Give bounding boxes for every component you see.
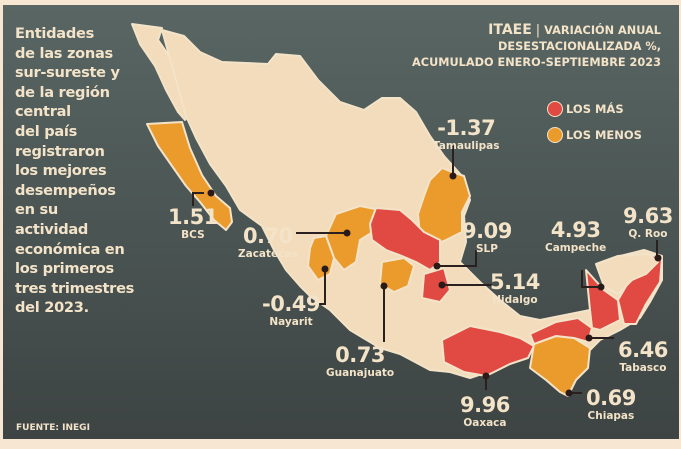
intro-line: desempeños: [15, 181, 116, 199]
legend: LOS MÁS LOS MENOS: [547, 96, 642, 148]
state-value: 1.51: [168, 205, 218, 229]
state-name: Tabasco: [619, 362, 667, 374]
intro-line: económica en: [15, 240, 125, 258]
label-tabasco: 6.46 Tabasco: [618, 340, 668, 374]
state-name: Zacatecas: [238, 248, 298, 260]
label-oaxaca: 9.96 Oaxaca: [460, 395, 510, 429]
intro-line: registraron: [15, 142, 105, 160]
state-name: Campeche: [545, 242, 607, 254]
intro-line: sur-sureste y: [15, 64, 120, 82]
intro-line: Entidades: [15, 25, 94, 42]
state-value: 0.70: [242, 224, 293, 248]
title-line: VARIACIÓN ANUAL: [544, 24, 661, 37]
state-oaxaca: [441, 325, 535, 377]
state-chiapas: [529, 335, 591, 397]
label-guanajuato: 0.73 Guanajuato: [326, 345, 394, 379]
state-value: 9.09: [462, 219, 512, 243]
state-guanajuato: [379, 257, 415, 293]
state-name: SLP: [475, 243, 498, 255]
state-value: 5.14: [490, 270, 540, 294]
title-line: DESESTACIONALIZADA %,: [498, 40, 661, 53]
state-campeche: [585, 269, 621, 331]
state-name: Chiapas: [587, 410, 635, 422]
legend-item-high: LOS MÁS: [547, 96, 642, 122]
source-note: FUENTE: INEGI: [16, 423, 90, 433]
legend-item-low: LOS MENOS: [547, 122, 642, 148]
intro-line: de las zonas: [15, 44, 113, 62]
state-yucatan: [595, 253, 659, 295]
intro-text: Entidades de las zonas sur-sureste y de …: [15, 24, 150, 318]
intro-line: los mejores: [15, 162, 107, 180]
red-dot-icon: [547, 101, 563, 117]
state-value: 4.93: [550, 218, 601, 242]
state-tabasco: [529, 317, 593, 345]
label-slp: 9.09 SLP: [462, 221, 512, 255]
state-slp: [369, 207, 441, 271]
intro-line: en su: [15, 201, 58, 219]
state-name: Tamaulipas: [433, 140, 500, 152]
label-zacatecas: 0.70 Zacatecas: [238, 226, 298, 260]
legend-label: LOS MENOS: [566, 128, 642, 142]
orange-dot-icon: [547, 127, 563, 143]
state-name: Oaxaca: [463, 417, 507, 429]
title-line: ACUMULADO ENERO-SEPTIEMBRE 2023: [412, 56, 661, 69]
intro-line: tres trimestres: [15, 279, 135, 297]
intro-line: de la región: [15, 83, 110, 101]
state-name: Nayarit: [269, 316, 313, 328]
label-nayarit: -0.49 Nayarit: [262, 292, 321, 328]
state-name: Hidalgo: [492, 294, 538, 306]
state-name: BCS: [181, 229, 205, 241]
label-chiapas: 0.69 Chiapas: [586, 388, 636, 422]
label-campeche: 4.93 Campeche: [545, 220, 606, 254]
label-tamaulipas: -1.37 Tamaulipas: [433, 118, 499, 152]
state-hidalgo: [421, 267, 451, 303]
state-name: Q. Roo: [628, 228, 668, 240]
state-value: -0.49: [262, 292, 321, 316]
state-bcs: [146, 121, 233, 231]
state-value: 9.63: [623, 204, 673, 228]
intro-line: los primeros: [15, 260, 114, 278]
intro-line: central: [15, 103, 71, 121]
title-separator: |: [535, 23, 541, 38]
legend-label: LOS MÁS: [566, 102, 624, 116]
state-name: Guanajuato: [326, 367, 395, 379]
label-hidalgo: 5.14 Hidalgo: [490, 272, 540, 306]
label-bcs: 1.51 BCS: [168, 207, 218, 241]
state-value: 6.46: [618, 338, 668, 362]
intro-line: del país: [15, 122, 78, 140]
intro-line: actividad: [15, 220, 89, 238]
state-value: 9.96: [460, 393, 510, 417]
state-value: -1.37: [437, 116, 496, 140]
label-qroo: 9.63 Q. Roo: [623, 206, 673, 240]
state-value: 0.69: [586, 386, 636, 410]
intro-line: del 2023.: [15, 299, 89, 317]
title-indicator: ITAEE: [488, 22, 532, 38]
chart-title: ITAEE | VARIACIÓN ANUAL DESESTACIONALIZADA…: [412, 22, 661, 71]
state-value: 0.73: [335, 343, 385, 367]
